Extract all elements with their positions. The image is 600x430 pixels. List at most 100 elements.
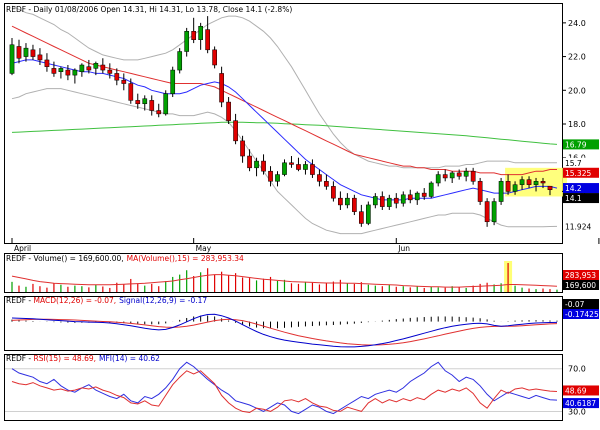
candle-body	[206, 30, 210, 50]
candle-body	[282, 163, 286, 175]
candle-body	[108, 70, 112, 73]
candle-body	[422, 193, 426, 196]
volume-value-badge: 283,953	[565, 271, 596, 280]
candle-body	[31, 50, 35, 57]
candle-body	[122, 80, 126, 83]
candle-body	[185, 31, 189, 51]
candle-body	[499, 181, 503, 201]
price-value-badge: 15.7	[565, 159, 582, 168]
price-value-badge: 14.2	[565, 184, 582, 193]
candle-body	[73, 70, 77, 75]
candle-body	[450, 173, 454, 178]
candle-body	[373, 196, 377, 204]
candle-body	[164, 94, 168, 114]
candle-body	[527, 180, 531, 185]
candle-body	[233, 121, 237, 141]
candle-body	[80, 65, 84, 72]
candle-body	[136, 100, 140, 103]
candle-body	[513, 185, 517, 192]
candle-body	[220, 73, 224, 102]
candle-body	[192, 31, 196, 39]
price-value-badge: 14.1	[565, 194, 582, 203]
candle-body	[310, 164, 314, 174]
candle-body	[324, 181, 328, 186]
candle-body	[261, 161, 265, 171]
candle-body	[101, 65, 105, 70]
candle-body	[24, 48, 28, 56]
candle-body	[380, 196, 384, 206]
candle-body	[387, 198, 391, 206]
candle-body	[534, 181, 538, 184]
candle-body	[303, 164, 307, 169]
candle-body	[478, 181, 482, 201]
candle-body	[178, 52, 182, 71]
candle-body	[17, 46, 21, 58]
candle-body	[317, 175, 321, 182]
candle-body	[226, 102, 230, 121]
candle-body	[213, 50, 217, 65]
candle-body	[289, 163, 293, 165]
candle-body	[52, 68, 56, 73]
oscillator-value-badge: 48.69	[565, 386, 587, 395]
candle-body	[359, 212, 363, 224]
price-value-badge: 15.325	[565, 169, 591, 178]
price-header: REDF - Daily 01/08/2006 Open 14.31, Hi 1…	[6, 5, 292, 14]
candle-body	[199, 26, 203, 39]
candle-body	[394, 198, 398, 203]
candle-body	[254, 161, 258, 168]
candle-body	[436, 175, 440, 183]
price-value-badge: 11.924	[565, 222, 591, 231]
candle-body	[471, 171, 475, 181]
candle-body	[247, 156, 251, 168]
candle-body	[520, 180, 524, 185]
price-tick-label: 22.0	[568, 53, 586, 62]
candle-body	[10, 45, 14, 74]
month-label: Jun	[397, 244, 410, 253]
candle-body	[548, 186, 552, 190]
candle-body	[541, 181, 545, 183]
candle-body	[457, 173, 461, 176]
oscillator-tick-label: 30.0	[568, 407, 586, 416]
candle-body	[150, 100, 154, 110]
macd-value-badge: -0.17425	[565, 310, 599, 319]
candle-body	[38, 55, 42, 60]
candle-body	[506, 181, 510, 191]
candle-body	[115, 73, 119, 80]
price-tick-label: 18.0	[568, 120, 586, 129]
candle-body	[331, 186, 335, 198]
candle-body	[66, 70, 70, 75]
volume-value-badge: 169,600	[565, 281, 596, 290]
price-tick-label: 24.0	[568, 19, 586, 28]
candle-body	[94, 63, 98, 68]
candle-body	[45, 60, 49, 67]
candle-body	[366, 205, 370, 224]
macd-header: REDF - MACD(12,26) = -0.07,Signal(12,26,…	[6, 296, 207, 305]
candle-body	[129, 84, 133, 101]
candle-body	[429, 183, 433, 196]
candle-body	[171, 70, 175, 94]
candle-body	[408, 195, 412, 200]
rsi-panel-frame	[5, 355, 563, 421]
candle-body	[401, 195, 405, 203]
candle-body	[296, 164, 300, 169]
candle-body	[59, 68, 63, 71]
candle-body	[143, 99, 147, 104]
oscillator-tick-label: 70.0	[568, 365, 586, 374]
candle-body	[338, 198, 342, 205]
price-value-badge: 16.79	[565, 140, 587, 149]
month-label: May	[196, 244, 212, 253]
candle-body	[275, 175, 279, 182]
price-tick-label: 20.0	[568, 86, 586, 95]
candle-body	[352, 198, 356, 211]
candle-body	[485, 202, 489, 222]
oscillator-value-badge: 40.6187	[565, 399, 596, 408]
candle-body	[240, 141, 244, 156]
candle-body	[268, 171, 272, 181]
month-label: April	[14, 244, 31, 253]
candle-body	[415, 193, 419, 200]
candle-body	[157, 111, 161, 114]
candle-body	[443, 175, 447, 178]
candle-body	[87, 67, 91, 70]
